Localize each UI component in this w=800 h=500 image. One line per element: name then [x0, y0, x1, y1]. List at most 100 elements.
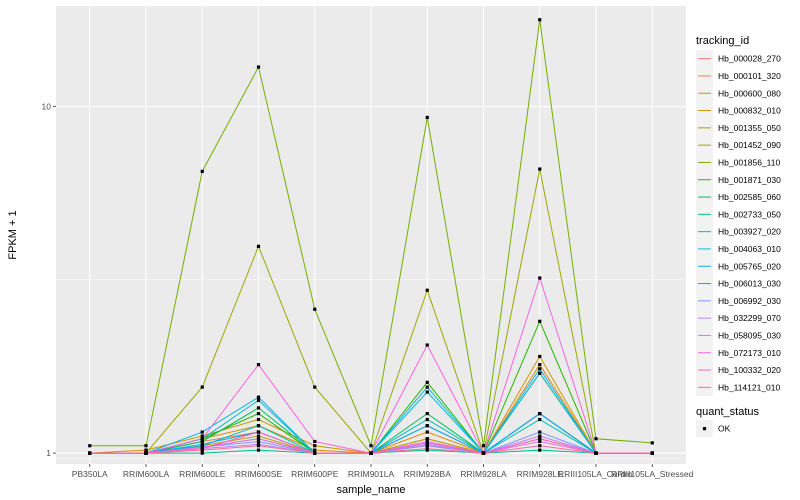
legend-label: Hb_003927_020: [718, 227, 781, 237]
data-point: [425, 430, 429, 434]
data-point: [144, 451, 148, 455]
legend-label: Hb_006013_030: [718, 279, 781, 289]
x-tick-label: RRIM928LA: [460, 469, 507, 479]
data-point: [200, 451, 204, 455]
data-point: [425, 447, 429, 451]
legend-label: Hb_114121_010: [718, 382, 781, 392]
legend: tracking_id Hb_000028_270 Hb_000101_320 Hb…: [696, 35, 781, 438]
data-point: [88, 444, 92, 448]
data-point: [200, 385, 204, 389]
data-point: [256, 448, 261, 452]
data-point: [594, 451, 598, 455]
data-point: [538, 444, 542, 448]
data-point: [200, 437, 204, 441]
data-point: [538, 430, 542, 434]
data-point: [256, 439, 261, 444]
data-point: [425, 380, 429, 384]
data-point: [256, 444, 261, 448]
data-point: [144, 448, 148, 452]
data-point: [200, 434, 204, 438]
legend-title-tracking-id: tracking_id: [696, 35, 749, 47]
data-point: [425, 343, 429, 347]
data-point: [538, 167, 542, 171]
data-point: [425, 390, 429, 394]
data-point: [425, 411, 429, 416]
data-point: [425, 115, 429, 120]
data-point: [538, 417, 542, 422]
y-tick-label: 1: [46, 448, 51, 458]
data-point: [538, 434, 542, 438]
data-point: [650, 441, 654, 445]
data-point: [538, 363, 542, 367]
data-point: [256, 417, 261, 422]
y-axis-title: FPKM + 1: [7, 210, 19, 259]
data-point: [481, 444, 486, 448]
x-tick-label: RRIM600SE: [235, 469, 283, 479]
data-point: [313, 444, 317, 448]
data-point: [538, 18, 542, 22]
x-tick-label: PB350LA: [72, 469, 108, 479]
data-point: [538, 319, 542, 323]
y-tick-label: 10: [42, 102, 52, 112]
data-point: [425, 441, 429, 445]
data-point: [256, 395, 261, 399]
data-point: [369, 444, 373, 448]
data-point: [425, 385, 429, 389]
x-tick-label: RRIM600LE: [179, 469, 226, 479]
data-point: [256, 65, 261, 69]
data-points: [88, 18, 654, 455]
data-point: [256, 430, 261, 434]
data-point: [650, 451, 654, 455]
data-point: [313, 385, 317, 389]
data-point: [425, 424, 429, 428]
data-point: [313, 448, 317, 452]
legend-label: Hb_006992_030: [718, 296, 781, 306]
data-point: [313, 307, 317, 311]
data-point: [425, 417, 429, 422]
x-tick-label: RRIM600PE: [291, 469, 339, 479]
data-point: [538, 276, 542, 280]
legend-label: Hb_001871_030: [718, 175, 781, 185]
x-tick-label: RRIII105LA_Stressed: [611, 469, 693, 479]
data-point: [538, 371, 542, 375]
data-point: [538, 437, 542, 441]
data-point: [200, 442, 204, 446]
x-tick-label: RRIM901LA: [348, 469, 395, 479]
legend-label: Hb_000028_270: [718, 54, 781, 64]
legend-label: Hb_002733_050: [718, 209, 781, 219]
data-point: [594, 437, 598, 441]
data-point: [88, 451, 92, 455]
data-point: [313, 439, 317, 444]
legend-label: Hb_032299_070: [718, 313, 781, 323]
data-point: [538, 448, 542, 452]
data-point: [256, 434, 261, 438]
legend-label: Hb_058095_030: [718, 330, 781, 340]
data-point: [256, 406, 261, 410]
data-point: [256, 437, 261, 441]
legend-label: Hb_004063_010: [718, 244, 781, 254]
y-axis: 1 10: [42, 102, 56, 458]
legend-label: Hb_001452_090: [718, 140, 781, 150]
data-point: [200, 430, 204, 434]
data-point: [200, 439, 204, 444]
x-axis-title: sample_name: [336, 484, 405, 496]
legend-label: Hb_000600_080: [718, 88, 781, 98]
x-tick-label: RRIM600LA: [123, 469, 170, 479]
data-point: [481, 451, 486, 455]
legend-label: Hb_000832_010: [718, 106, 781, 116]
legend-key-point: [702, 427, 707, 431]
data-point: [425, 288, 429, 292]
legend-label: Hb_002585_060: [718, 192, 781, 202]
legend-title-quant-status: quant_status: [696, 406, 759, 418]
data-point: [538, 367, 542, 371]
data-point: [538, 439, 542, 444]
legend-label: Hb_100332_020: [718, 365, 781, 375]
legend-label: Hb_072173_010: [718, 348, 781, 358]
x-tick-label: RRIM928LE: [517, 469, 564, 479]
data-point: [256, 424, 261, 428]
data-point: [256, 244, 261, 248]
data-point: [256, 398, 261, 402]
legend-label: OK: [718, 424, 731, 434]
data-point: [538, 411, 542, 416]
